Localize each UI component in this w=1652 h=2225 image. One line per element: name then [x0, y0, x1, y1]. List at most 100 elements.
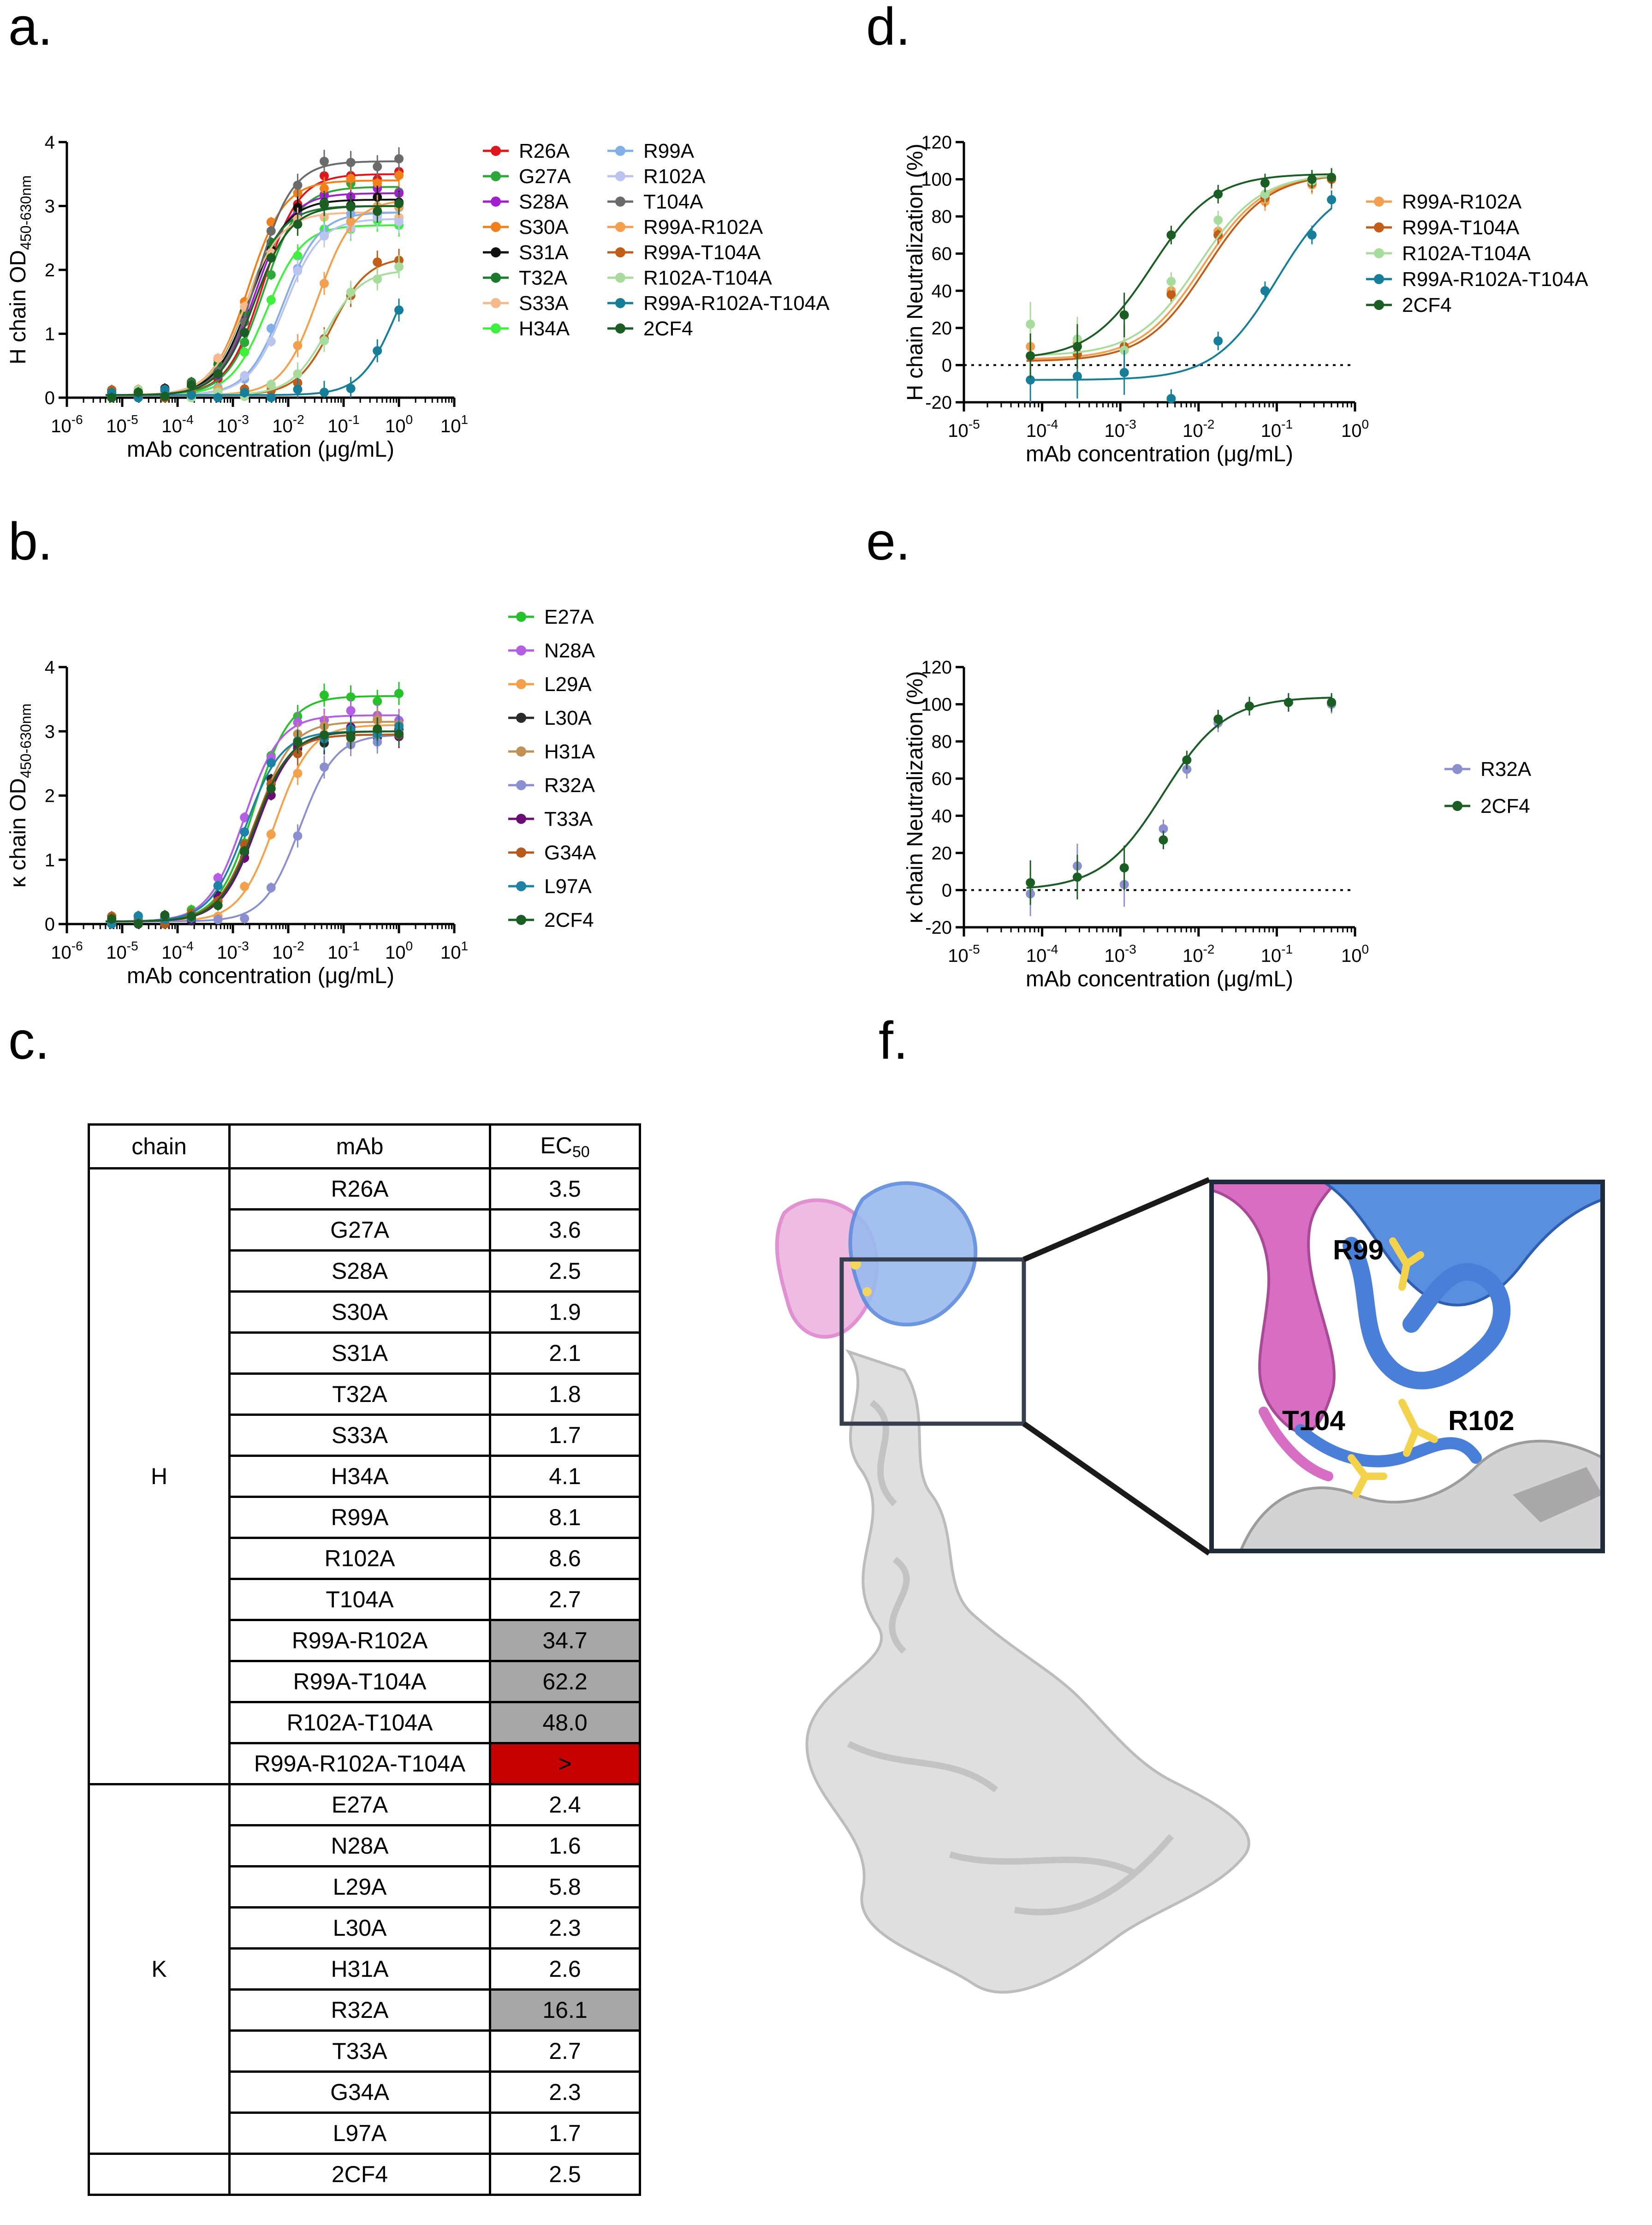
- table-row: H31A 2.6: [89, 1947, 641, 1991]
- legend-item: S33A: [483, 292, 569, 315]
- legend-label: T33A: [544, 808, 593, 830]
- panel-label-e: e.: [866, 512, 910, 571]
- legend-swatch-marker: [516, 645, 526, 656]
- residue-label-r99: R99: [1333, 1235, 1384, 1265]
- ec50-cell: 2.5: [489, 2153, 641, 2196]
- data-point: [394, 689, 404, 698]
- legend-swatch-marker: [615, 171, 625, 181]
- data-point: [346, 287, 356, 297]
- ec50-cell: 16.1: [489, 1988, 641, 2032]
- panel-label-c: c.: [8, 1011, 50, 1070]
- data-point: [187, 912, 196, 921]
- series-2CF4: [106, 717, 404, 929]
- data-point: [266, 829, 276, 839]
- x-axis-label: mAb concentration (μg/mL): [127, 964, 394, 988]
- data-point: [1213, 215, 1223, 225]
- table-row: S30A 1.9: [89, 1290, 641, 1334]
- table-row: L97A 1.7: [89, 2112, 641, 2155]
- legend-swatch-marker: [1452, 764, 1462, 774]
- legend-swatch-marker: [516, 814, 526, 824]
- data-point: [346, 384, 356, 394]
- x-tick-label: 100: [1341, 942, 1369, 966]
- data-point: [240, 914, 250, 924]
- series-2CF4: [1026, 168, 1337, 378]
- data-point: [1213, 714, 1223, 724]
- data-point: [133, 911, 143, 921]
- panel-label-a: a.: [8, 0, 53, 56]
- legend-label: L97A: [544, 875, 592, 898]
- table-row: R99A-T104A 62.2: [89, 1660, 641, 1703]
- data-point: [1166, 230, 1176, 240]
- legend-item: 2CF4: [1444, 795, 1530, 817]
- legend-item: G34A: [508, 841, 596, 864]
- panel-label-b: b.: [8, 512, 53, 571]
- legend-swatch-marker: [1374, 248, 1384, 258]
- data-point: [266, 883, 276, 893]
- structure-inset: R99 T104 R102: [1209, 1180, 1605, 1553]
- x-tick-label: 10-2: [1183, 942, 1214, 966]
- x-tick-label: 10-3: [217, 939, 249, 963]
- legend-item: R99A-T104A: [607, 241, 761, 264]
- data-point: [1213, 189, 1223, 199]
- table-row: H R26A 3.5: [88, 1167, 641, 1785]
- data-point: [293, 831, 303, 841]
- series-N28A: [106, 699, 404, 929]
- mab-cell: L30A: [228, 1906, 491, 1950]
- legend-label: S31A: [519, 241, 569, 264]
- table-row: G34A 2.3: [89, 2070, 641, 2114]
- data-point: [373, 274, 382, 284]
- data-point: [187, 380, 196, 390]
- header-ec50-main: EC: [540, 1132, 572, 1158]
- data-point: [373, 207, 382, 216]
- table-row: K E27A 2.4: [88, 1783, 641, 2155]
- mab-cell: R99A: [228, 1496, 491, 1539]
- data-point: [346, 733, 356, 742]
- data-point: [1119, 310, 1129, 320]
- table-row: S28A 2.5: [89, 1249, 641, 1293]
- header-chain: chain: [88, 1123, 231, 1169]
- fit-curve: [1026, 697, 1332, 889]
- x-axis-label: mAb concentration (μg/mL): [1026, 442, 1293, 466]
- data-point: [293, 749, 303, 758]
- x-axis-label: mAb concentration (μg/mL): [127, 437, 394, 462]
- data-point: [293, 220, 303, 229]
- ec50-table: chain mAb EC50 H R26A 3.5 G27A 3.6 S28A 2.5 S30…: [88, 1123, 641, 2196]
- fit-curve: [106, 730, 399, 923]
- table-row: R32A 16.1: [89, 1988, 641, 2032]
- legend-item: L97A: [508, 875, 592, 898]
- data-point: [1119, 863, 1129, 873]
- data-point: [1026, 375, 1035, 385]
- data-point: [266, 758, 276, 768]
- data-point: [320, 690, 329, 700]
- data-point: [266, 270, 276, 280]
- panel-label-d: d.: [866, 0, 910, 56]
- legend-swatch-marker: [516, 915, 526, 925]
- y-tick-label: 20: [932, 318, 952, 339]
- legend-label: R99A-R102A: [1402, 191, 1522, 213]
- legend-item: L30A: [508, 707, 592, 729]
- y-tick-label: 1: [45, 850, 55, 871]
- legend-item: R99A-R102A: [607, 216, 763, 239]
- data-point: [320, 388, 329, 397]
- legend-item: R99A-R102A: [1366, 191, 1522, 213]
- legend-item: H34A: [483, 317, 570, 340]
- data-point: [293, 385, 303, 394]
- data-point: [1260, 189, 1270, 199]
- mab-cell: H31A: [228, 1947, 491, 1991]
- data-point: [1119, 368, 1129, 377]
- legend-swatch-marker: [615, 273, 625, 283]
- data-point: [1213, 336, 1223, 346]
- ec50-cell: 2.1: [489, 1331, 641, 1375]
- data-point: [293, 369, 303, 379]
- legend-swatch-marker: [491, 273, 501, 283]
- ec50-cell: 34.7: [489, 1619, 641, 1662]
- structure-overview: [775, 1177, 1250, 1994]
- legend-label: R26A: [519, 140, 570, 162]
- data-point: [346, 174, 356, 184]
- ec50-cell: >: [489, 1742, 641, 1785]
- legend-label: 2CF4: [1402, 294, 1452, 316]
- data-point: [1159, 824, 1168, 834]
- legend-swatch-marker: [1374, 197, 1384, 207]
- data-point: [1307, 174, 1317, 184]
- data-point: [394, 217, 404, 227]
